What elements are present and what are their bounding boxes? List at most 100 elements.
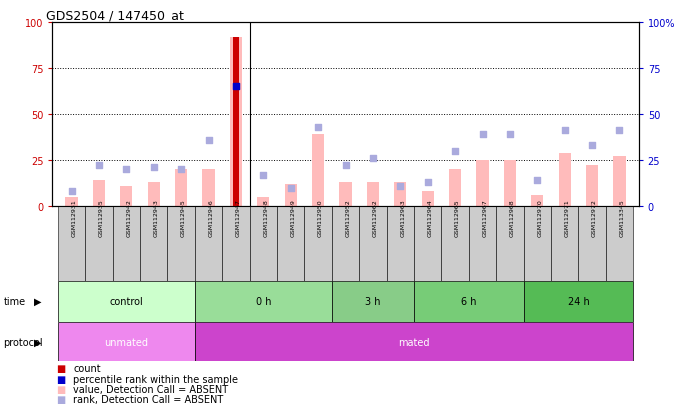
Point <box>614 128 625 135</box>
Text: GDS2504 / 147450_at: GDS2504 / 147450_at <box>47 9 184 21</box>
Bar <box>366 183 379 206</box>
Point <box>395 183 406 190</box>
Text: 24 h: 24 h <box>567 297 589 306</box>
Bar <box>359 206 387 281</box>
Bar <box>496 206 524 281</box>
Text: GSM112943: GSM112943 <box>154 199 158 237</box>
Point <box>422 179 433 186</box>
Text: rank, Detection Call = ABSENT: rank, Detection Call = ABSENT <box>73 394 223 404</box>
Text: GSM112972: GSM112972 <box>592 199 597 237</box>
Bar <box>422 192 434 206</box>
Text: value, Detection Call = ABSENT: value, Detection Call = ABSENT <box>73 384 228 394</box>
Text: GSM112948: GSM112948 <box>263 199 268 237</box>
Text: GSM112965: GSM112965 <box>455 199 460 236</box>
Point <box>258 172 269 178</box>
Text: 6 h: 6 h <box>461 297 477 306</box>
Bar <box>558 153 571 206</box>
Point <box>285 185 296 192</box>
Point <box>367 155 378 162</box>
Bar <box>195 322 633 361</box>
Bar <box>579 206 606 281</box>
Point <box>175 166 186 173</box>
Bar <box>312 135 325 206</box>
Text: time: time <box>3 297 26 306</box>
Bar <box>85 206 112 281</box>
Text: ▶: ▶ <box>34 297 41 306</box>
Bar <box>551 206 579 281</box>
Text: percentile rank within the sample: percentile rank within the sample <box>73 374 238 384</box>
Bar <box>66 197 77 206</box>
Text: ■: ■ <box>56 363 65 373</box>
Text: GSM113345: GSM113345 <box>620 199 625 237</box>
Bar <box>304 206 332 281</box>
Text: GSM112968: GSM112968 <box>510 199 515 236</box>
Text: protocol: protocol <box>3 337 43 347</box>
Bar <box>449 170 461 206</box>
Bar <box>232 38 239 206</box>
Bar <box>222 206 250 281</box>
Text: count: count <box>73 363 101 373</box>
Text: GSM112950: GSM112950 <box>318 199 323 236</box>
Point <box>230 84 242 90</box>
Bar <box>250 206 277 281</box>
Text: mated: mated <box>399 337 430 347</box>
Text: GSM112947: GSM112947 <box>236 199 241 237</box>
Point <box>313 124 324 131</box>
Bar <box>195 281 332 322</box>
Bar <box>387 206 414 281</box>
Bar <box>285 185 297 206</box>
Point <box>121 166 132 173</box>
Bar <box>120 186 133 206</box>
Bar <box>58 206 85 281</box>
Text: GSM112971: GSM112971 <box>565 199 570 237</box>
Text: control: control <box>110 297 143 306</box>
Point <box>532 178 543 184</box>
Bar <box>441 206 469 281</box>
Text: GSM112952: GSM112952 <box>346 199 350 237</box>
Bar <box>524 206 551 281</box>
Point <box>66 188 77 195</box>
Point <box>505 131 516 138</box>
Bar <box>531 195 544 206</box>
Text: GSM112935: GSM112935 <box>99 199 104 237</box>
Bar <box>230 38 242 206</box>
Bar <box>414 281 524 322</box>
Bar <box>524 281 633 322</box>
Text: ■: ■ <box>56 374 65 384</box>
Bar <box>332 206 359 281</box>
Bar <box>394 183 406 206</box>
Text: unmated: unmated <box>104 337 148 347</box>
Text: ■: ■ <box>56 394 65 404</box>
Bar <box>202 170 215 206</box>
Bar <box>414 206 441 281</box>
Text: GSM112964: GSM112964 <box>428 199 433 237</box>
Bar <box>175 170 187 206</box>
Bar <box>606 206 633 281</box>
Bar <box>112 206 140 281</box>
Text: ■: ■ <box>56 384 65 394</box>
Text: 0 h: 0 h <box>255 297 271 306</box>
Bar <box>195 206 222 281</box>
Text: GSM112967: GSM112967 <box>482 199 487 237</box>
Point <box>148 165 159 171</box>
Bar <box>257 197 269 206</box>
Text: GSM112949: GSM112949 <box>290 199 296 237</box>
Bar <box>332 281 414 322</box>
Text: GSM112946: GSM112946 <box>209 199 214 237</box>
Point <box>450 148 461 155</box>
Bar <box>58 322 195 361</box>
Bar <box>469 206 496 281</box>
Text: GSM112963: GSM112963 <box>401 199 406 237</box>
Point <box>230 84 242 90</box>
Text: GSM112962: GSM112962 <box>373 199 378 237</box>
Text: GSM112931: GSM112931 <box>71 199 77 237</box>
Bar <box>140 206 168 281</box>
Point <box>586 142 597 149</box>
Bar <box>147 183 160 206</box>
Point <box>203 137 214 144</box>
Bar <box>614 157 625 206</box>
Point <box>94 163 105 169</box>
Bar <box>476 161 489 206</box>
Text: ▶: ▶ <box>34 337 41 347</box>
Bar <box>339 183 352 206</box>
